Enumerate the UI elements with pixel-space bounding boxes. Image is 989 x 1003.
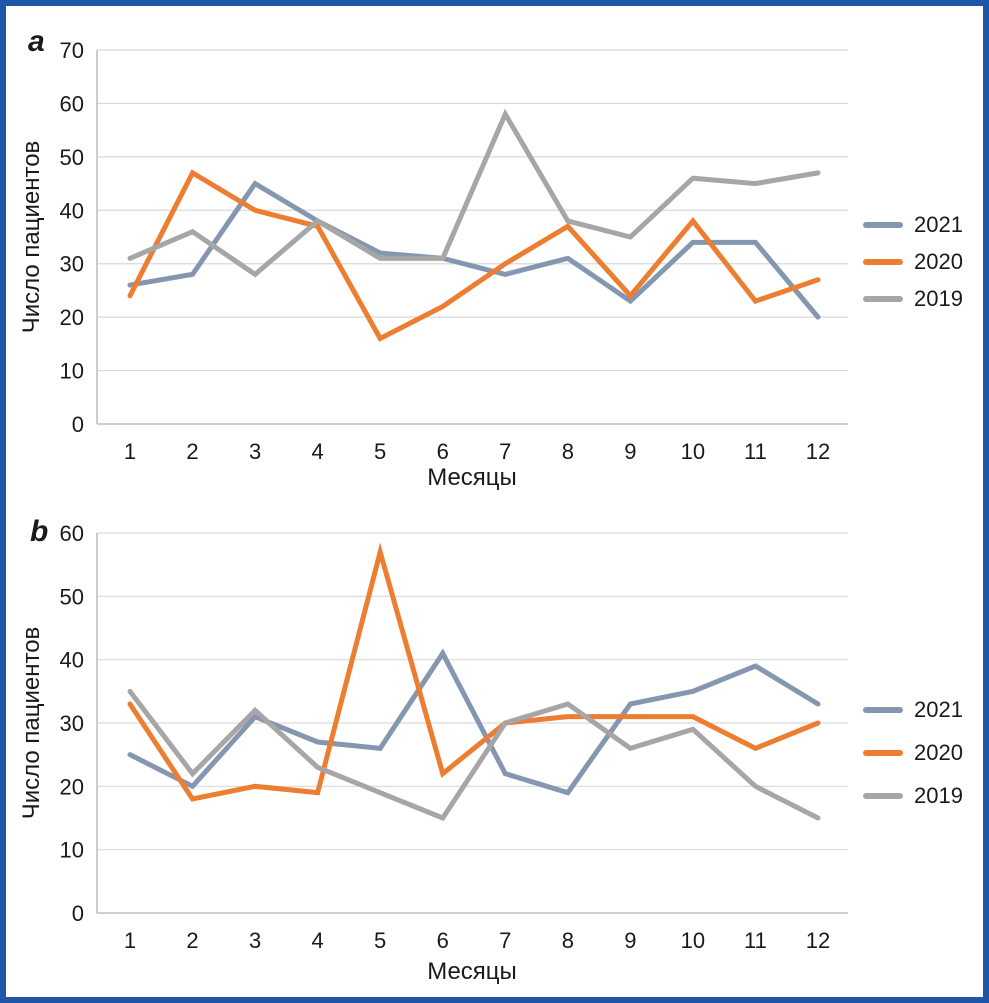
y-tick-label: 0 xyxy=(72,412,84,437)
legend-row-2020: 2020 xyxy=(863,741,963,765)
y-tick-label: 70 xyxy=(60,38,84,63)
x-tick-label: 2 xyxy=(186,439,198,464)
x-axis-title-a: Месяцы xyxy=(427,464,517,491)
legend-a: 2021 2020 2019 xyxy=(863,213,963,311)
x-tick-label: 12 xyxy=(806,439,830,464)
y-axis-title-b: Число пациентов xyxy=(18,626,45,820)
chart-panel-a: 0 10 20 30 40 50 60 70 1 2 3 4 5 6 7 8 9 10 11 12 a Число п… xyxy=(0,0,989,492)
x-tick-label: 7 xyxy=(499,439,511,464)
x-tick-label: 8 xyxy=(562,928,574,953)
legend-label-2020: 2020 xyxy=(914,249,963,274)
legend-swatch-2020 xyxy=(863,750,903,756)
x-tick-label: 7 xyxy=(499,928,511,953)
y-tick-label: 20 xyxy=(60,305,84,330)
series-line-2019 xyxy=(127,688,821,822)
legend-swatch-2021 xyxy=(863,222,903,228)
x-tick-label: 5 xyxy=(374,928,386,953)
legend-row-2021: 2021 xyxy=(863,213,963,237)
x-tick-label: 12 xyxy=(806,928,830,953)
y-tick-label: 60 xyxy=(60,91,84,116)
legend-row-2021: 2021 xyxy=(863,698,963,722)
series-line-2020 xyxy=(127,542,821,802)
y-axis-title-a: Число пациентов xyxy=(18,140,45,334)
x-tick-label: 9 xyxy=(624,928,636,953)
y-tick-label: 0 xyxy=(72,901,84,926)
y-tick-label: 40 xyxy=(60,648,84,673)
legend-label-2021: 2021 xyxy=(914,212,963,237)
y-tick-label: 30 xyxy=(60,252,84,277)
y-tick-label: 10 xyxy=(60,359,84,384)
legend-row-2019: 2019 xyxy=(863,287,963,311)
chart-panel-b: 0 10 20 30 40 50 60 1 2 3 4 5 6 7 8 9 10 11 12 b Число пац… xyxy=(0,490,989,1003)
legend-row-2020: 2020 xyxy=(863,250,963,274)
x-tick-label: 8 xyxy=(562,439,574,464)
legend-label-2019: 2019 xyxy=(914,286,963,311)
y-tick-label: 60 xyxy=(60,521,84,546)
series-line-2021 xyxy=(127,648,821,796)
y-tick-label: 30 xyxy=(60,711,84,736)
y-tick-label: 20 xyxy=(60,774,84,799)
x-tick-label: 2 xyxy=(186,928,198,953)
x-tick-label: 1 xyxy=(124,928,136,953)
x-tick-label: 9 xyxy=(624,439,636,464)
panel-label-b: b xyxy=(30,515,49,548)
x-tick-label: 4 xyxy=(312,439,324,464)
panel-label-a: a xyxy=(28,25,45,58)
legend-swatch-2021 xyxy=(863,707,903,713)
x-tick-label: 5 xyxy=(374,439,386,464)
y-tick-label: 40 xyxy=(60,198,84,223)
series-line-2021 xyxy=(127,180,821,320)
series-line-2020 xyxy=(127,169,821,342)
legend-b: 2021 2020 2019 xyxy=(863,698,963,808)
series-line-2019 xyxy=(127,108,821,278)
legend-swatch-2019 xyxy=(863,793,903,799)
legend-row-2019: 2019 xyxy=(863,784,963,808)
x-tick-label: 1 xyxy=(124,439,136,464)
x-tick-label: 3 xyxy=(249,439,261,464)
x-tick-label: 6 xyxy=(437,439,449,464)
x-tick-label: 10 xyxy=(681,928,705,953)
x-tick-label: 3 xyxy=(249,928,261,953)
legend-label-2021: 2021 xyxy=(914,697,963,722)
legend-swatch-2020 xyxy=(863,259,903,265)
y-tick-label: 50 xyxy=(60,584,84,609)
x-axis-title-b: Месяцы xyxy=(427,958,517,985)
legend-swatch-2019 xyxy=(863,296,903,302)
legend-label-2019: 2019 xyxy=(914,783,963,808)
x-tick-label: 6 xyxy=(437,928,449,953)
legend-label-2020: 2020 xyxy=(914,740,963,765)
y-tick-label: 50 xyxy=(60,145,84,170)
x-tick-label: 11 xyxy=(744,439,767,464)
x-tick-label: 4 xyxy=(312,928,324,953)
x-tick-label: 11 xyxy=(744,928,767,953)
x-tick-label: 10 xyxy=(681,439,705,464)
y-tick-label: 10 xyxy=(60,838,84,863)
